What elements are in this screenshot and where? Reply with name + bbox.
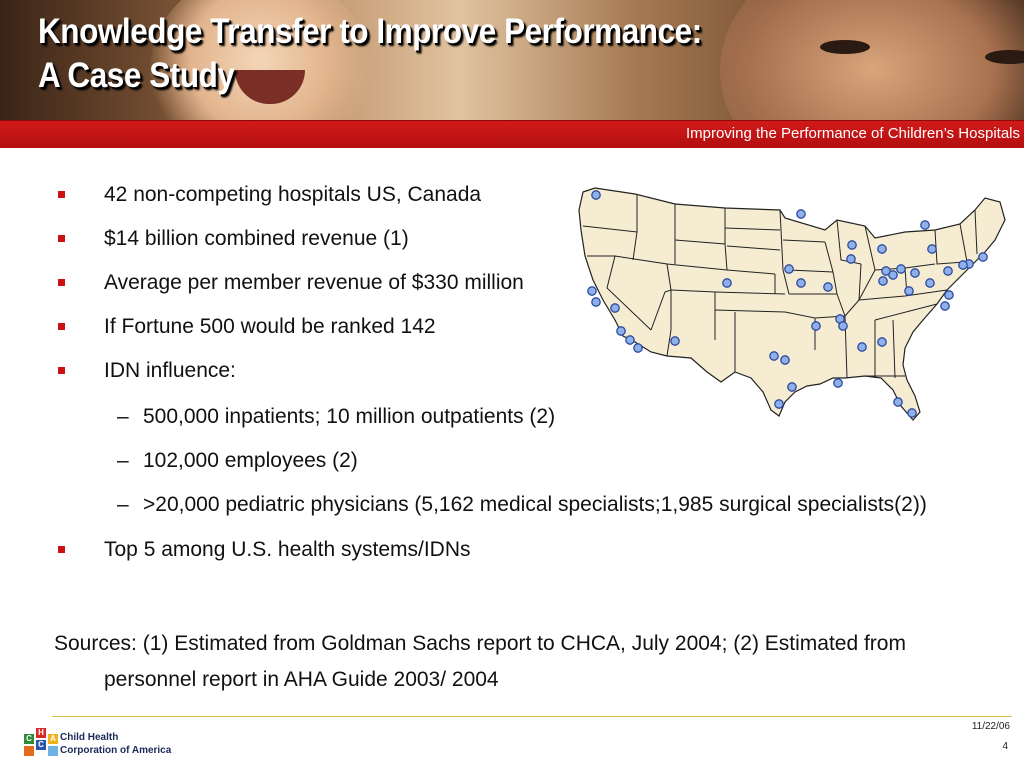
- sub-bullet-text: 500,000 inpatients; 10 million outpatien…: [143, 405, 556, 428]
- hospital-marker: [910, 268, 920, 278]
- logo-text: Child Health Corporation of America: [60, 731, 171, 757]
- hospital-marker: [893, 397, 903, 407]
- hospital-marker: [896, 264, 906, 274]
- header-photo-banner: Knowledge Transfer to Improve Performanc…: [0, 0, 1024, 120]
- bullet-square-icon: [58, 367, 65, 374]
- bullet-text: IDN influence:: [104, 359, 236, 382]
- hospital-marker: [927, 244, 937, 254]
- hospital-marker: [847, 240, 857, 250]
- logo-block-h: H: [36, 728, 46, 738]
- page-title: Knowledge Transfer to Improve Performanc…: [38, 10, 702, 98]
- hospital-marker: [722, 278, 732, 288]
- hospital-marker: [769, 351, 779, 361]
- hospital-marker: [796, 278, 806, 288]
- hospital-marker: [784, 264, 794, 274]
- bullet-text: If Fortune 500 would be ranked 142: [104, 315, 436, 338]
- sources-note: Sources: (1) Estimated from Goldman Sach…: [54, 626, 1014, 698]
- hospital-marker: [904, 286, 914, 296]
- hospital-marker: [633, 343, 643, 353]
- hospital-marker: [823, 282, 833, 292]
- bullet-square-icon: [58, 546, 65, 553]
- logo-block-deco: [48, 746, 58, 756]
- sources-line-1: Sources: (1) Estimated from Goldman Sach…: [54, 632, 906, 655]
- logo-block-c: C: [24, 734, 34, 744]
- footer-divider: [52, 716, 1012, 717]
- hospital-marker: [940, 301, 950, 311]
- hospital-marker: [877, 337, 887, 347]
- logo-block-a: A: [48, 734, 58, 744]
- hospital-marker: [944, 290, 954, 300]
- bullet-square-icon: [58, 235, 65, 242]
- tagline-text: Improving the Performance of Children’s …: [685, 125, 1020, 142]
- slide-date: 11/22/06: [971, 721, 1010, 732]
- hospital-marker: [787, 382, 797, 392]
- eye-shape: [820, 40, 870, 54]
- title-line-2: A Case Study: [38, 56, 235, 95]
- hospital-marker: [616, 326, 626, 336]
- us-hospital-map: [578, 187, 1006, 421]
- sources-line-2: personnel report in AHA Guide 2003/ 2004: [104, 668, 499, 691]
- hospital-marker: [925, 278, 935, 288]
- adult-face-image: [720, 0, 1024, 120]
- hospital-marker: [857, 342, 867, 352]
- eye-shape: [985, 50, 1024, 64]
- hospital-marker: [846, 254, 856, 264]
- hospital-marker: [958, 260, 968, 270]
- hospital-marker: [811, 321, 821, 331]
- bullet-square-icon: [58, 323, 65, 330]
- hospital-marker: [780, 355, 790, 365]
- hospital-marker: [907, 408, 917, 418]
- bullet-square-icon: [58, 279, 65, 286]
- hospital-marker: [670, 336, 680, 346]
- hospital-marker: [796, 209, 806, 219]
- hospital-marker: [878, 276, 888, 286]
- hospital-marker: [774, 399, 784, 409]
- bullet-text: Top 5 among U.S. health systems/IDNs: [104, 538, 471, 561]
- hospital-marker: [877, 244, 887, 254]
- tagline-banner: Improving the Performance of Children’s …: [0, 120, 1024, 148]
- logo-block-c2: C: [36, 740, 46, 750]
- hospital-marker: [610, 303, 620, 313]
- bullet-text: 42 non-competing hospitals US, Canada: [104, 183, 482, 206]
- logo-line-2: Corporation of America: [60, 745, 172, 756]
- hospital-marker: [591, 190, 601, 200]
- page-number: 4: [1002, 741, 1008, 752]
- logo-line-1: Child Health: [60, 732, 119, 743]
- hospital-marker: [587, 286, 597, 296]
- bullet-square-icon: [58, 191, 65, 198]
- hospital-marker: [625, 335, 635, 345]
- logo-block-deco: [24, 746, 34, 756]
- state-borders: [582, 194, 978, 379]
- chca-logo: C H C A Child Health Corporation of Amer…: [18, 726, 188, 766]
- title-line-1: Knowledge Transfer to Improve Performanc…: [38, 12, 702, 51]
- dash-icon: –: [117, 405, 129, 428]
- sub-bullet-text: >20,000 pediatric physicians (5,162 medi…: [143, 493, 927, 516]
- hospital-marker: [838, 321, 848, 331]
- hospital-marker: [833, 378, 843, 388]
- bullet-text: Average per member revenue of $330 milli…: [104, 271, 524, 294]
- dash-icon: –: [117, 493, 129, 516]
- bullet-text: $14 billion combined revenue (1): [104, 227, 409, 250]
- hospital-marker: [943, 266, 953, 276]
- hospital-marker: [591, 297, 601, 307]
- hospital-markers: [587, 190, 988, 418]
- hospital-marker: [881, 266, 891, 276]
- hospital-marker: [920, 220, 930, 230]
- sub-bullet-text: 102,000 employees (2): [143, 449, 358, 472]
- hospital-marker: [888, 270, 898, 280]
- dash-icon: –: [117, 449, 129, 472]
- hospital-marker: [978, 252, 988, 262]
